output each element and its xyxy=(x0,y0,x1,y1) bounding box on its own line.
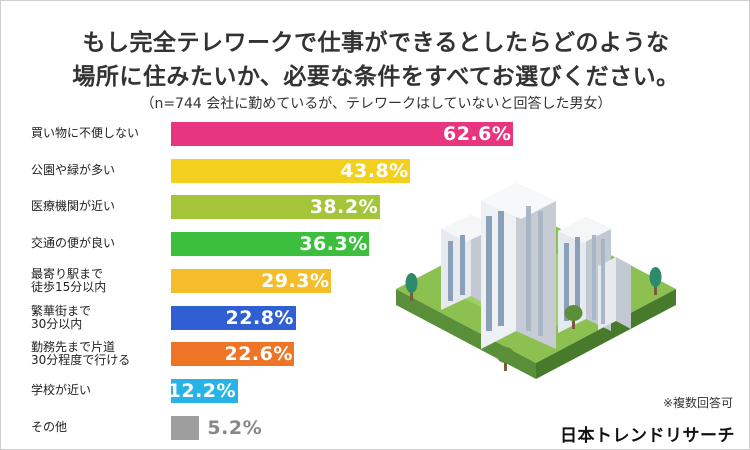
multiple-answer-note: ※複数回答可 xyxy=(662,396,733,410)
bar xyxy=(171,158,411,183)
value-label: 5.2% xyxy=(207,416,263,439)
chart-subtitle: （n=744 会社に勤めているが、テレワークはしていないと回答した男女） xyxy=(140,96,612,112)
bar xyxy=(171,122,513,146)
bar xyxy=(171,305,296,330)
category-label: 勤務先まで片道 30分程度で行ける xyxy=(31,340,131,368)
bar xyxy=(171,342,295,367)
value-label: 22.8% xyxy=(225,306,294,329)
chart-title-line2: 場所に住みたいか、必要な条件をすべてお選びください。 xyxy=(72,64,680,90)
bar xyxy=(171,195,380,220)
category-label: 交通の便が良い xyxy=(31,236,116,251)
value-label: 12.2% xyxy=(167,379,237,402)
city-buildings-illustration xyxy=(396,183,676,379)
category-label: 医療機関が近い xyxy=(31,199,116,214)
category-label: 繁華街まで 30分以内 xyxy=(31,303,92,331)
bar xyxy=(171,378,238,403)
category-label: その他 xyxy=(31,419,68,434)
category-label: 買い物に不便しない xyxy=(31,126,140,140)
value-label: 36.3% xyxy=(299,233,368,256)
bar xyxy=(171,268,332,293)
value-label: 22.6% xyxy=(224,343,293,366)
value-label: 43.8% xyxy=(340,159,409,182)
value-label: 29.3% xyxy=(261,269,330,292)
category-label: 公園や緑が多い xyxy=(31,162,116,177)
chart-title-line1: もし完全テレワークで仕事ができるとしたらどのような xyxy=(82,30,670,56)
value-label: 62.6% xyxy=(443,123,512,145)
category-label: 最寄り駅まで 徒歩15分以内 xyxy=(31,266,107,294)
bar xyxy=(171,232,370,257)
brand-logo: 日本トレンドリサーチ xyxy=(560,426,735,446)
category-label: 学校が近い xyxy=(31,382,92,397)
value-label: 38.2% xyxy=(309,196,379,219)
bar xyxy=(171,415,200,440)
